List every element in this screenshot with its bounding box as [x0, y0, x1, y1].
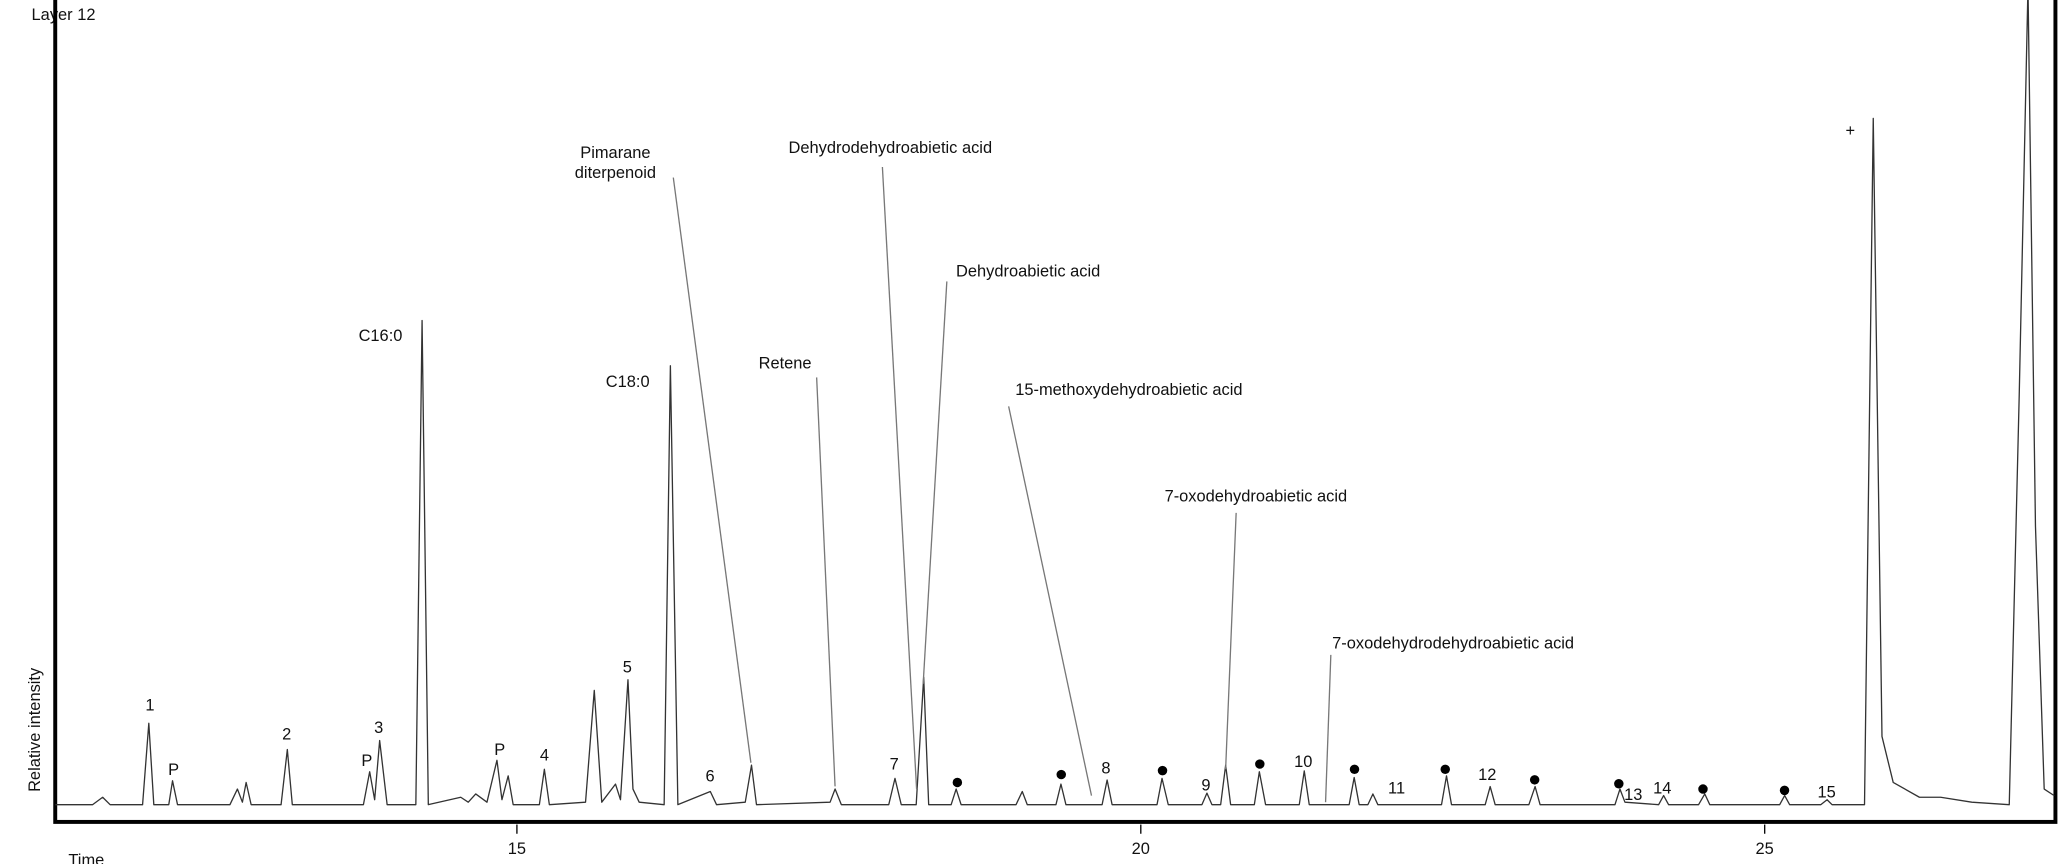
- x-tick-label: 15: [508, 840, 526, 858]
- peak-label: P: [494, 741, 505, 759]
- dot-marker: [1614, 779, 1624, 789]
- leader-line: [672, 177, 752, 763]
- compound-label: Dehydroabietic acid: [956, 263, 1100, 281]
- peak-label: 4: [540, 747, 549, 765]
- x-tick-label: 25: [1756, 840, 1774, 858]
- peak-label: 12: [1478, 766, 1496, 784]
- leader-line: [815, 377, 836, 787]
- dot-marker: [1056, 769, 1066, 780]
- compound-label: 7-oxodehydroabietic acid: [1165, 487, 1348, 505]
- x-axis-label: Time: [68, 852, 104, 864]
- peak-label: 11: [1388, 779, 1405, 797]
- peak-label: 6: [706, 768, 715, 786]
- dot-marker: [1698, 784, 1708, 794]
- leader-line: [1224, 512, 1237, 770]
- leader-line: [1008, 406, 1093, 796]
- peak-label: 13: [1624, 786, 1642, 804]
- peak-label: 1: [145, 697, 154, 715]
- compound-label: 7-oxodehydrodehydroabietic acid: [1332, 635, 1574, 653]
- peak-label: 2: [282, 725, 291, 743]
- chromatogram-trace: [55, 0, 2055, 806]
- compound-label: Retene: [759, 355, 812, 373]
- peak-label: P: [168, 761, 179, 779]
- peak-label: 8: [1101, 760, 1110, 778]
- leader-line: [1324, 654, 1332, 803]
- peak-label: 9: [1201, 777, 1210, 795]
- dot-marker: [1779, 785, 1790, 796]
- peak-label: P: [361, 752, 372, 770]
- compound-label: Dehydrodehydroabietic acid: [789, 139, 993, 157]
- plot-frame: [53, 0, 2058, 824]
- dot-marker: [1157, 765, 1168, 776]
- compound-label: 15-methoxydehydroabietic acid: [1015, 381, 1242, 399]
- dot-marker: [1440, 764, 1450, 775]
- leader-line: [881, 166, 918, 790]
- x-tick-label: 20: [1132, 840, 1150, 858]
- peak-label: C18:0: [606, 373, 650, 391]
- dot-marker: [952, 777, 963, 788]
- compound-label: Pimarane: [580, 144, 650, 162]
- peak-label: +: [1845, 122, 1855, 140]
- peak-label: 7: [890, 756, 899, 774]
- peak-label: 15: [1817, 783, 1835, 801]
- leader-line: [922, 281, 948, 684]
- compound-label: diterpenoid: [575, 164, 656, 182]
- chart-title: Layer 12: [32, 6, 96, 24]
- trace-group: [55, 0, 2055, 806]
- dot-marker: [1529, 775, 1540, 785]
- peak-label: 3: [374, 719, 383, 737]
- peak-label: C16:0: [359, 327, 403, 345]
- peak-label: 5: [623, 658, 632, 676]
- dot-marker: [1255, 759, 1265, 769]
- y-axis-label: Relative intensity: [26, 667, 44, 792]
- peak-label: 14: [1653, 779, 1671, 797]
- peak-label: 10: [1294, 753, 1312, 771]
- dot-marker: [1349, 764, 1360, 775]
